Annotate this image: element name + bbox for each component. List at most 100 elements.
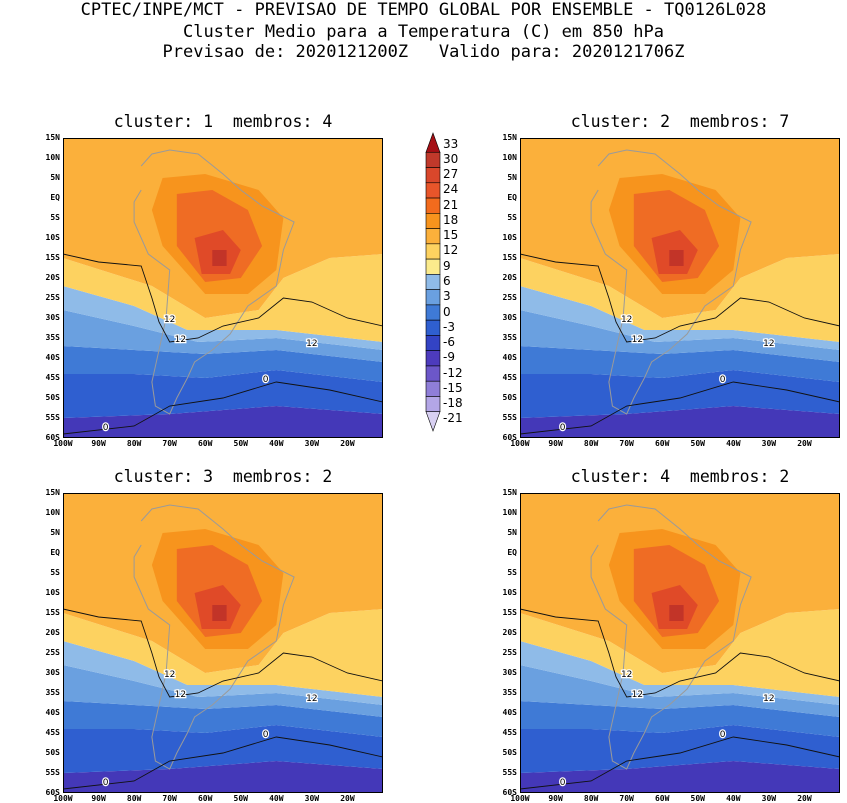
lat-tick: 5S bbox=[50, 213, 60, 222]
lon-tick: 50W bbox=[233, 794, 248, 803]
colorbar-band bbox=[425, 228, 441, 245]
lat-tick: 35S bbox=[502, 688, 517, 697]
contour-label: 12 bbox=[632, 690, 643, 700]
lat-tick: 5N bbox=[507, 528, 517, 537]
map-svg: 1212 1200 bbox=[520, 493, 840, 793]
lat-tick: 10N bbox=[45, 508, 60, 517]
contour-label: 0 bbox=[263, 375, 269, 385]
lat-tick: 15N bbox=[502, 488, 517, 497]
colorbar-label: 24 bbox=[443, 182, 459, 197]
lat-tick: 10N bbox=[45, 153, 60, 162]
temperature-band bbox=[520, 641, 840, 705]
lat-tick: 55S bbox=[502, 413, 517, 422]
lat-tick: 55S bbox=[45, 413, 60, 422]
lon-tick: 30W bbox=[304, 439, 320, 448]
contour-label: 0 bbox=[560, 778, 566, 788]
panel-1-title: cluster: 1 membros: 4 bbox=[113, 112, 333, 131]
temperature-band bbox=[63, 406, 383, 438]
lon-tick: 80W bbox=[126, 439, 142, 448]
lon-tick: 50W bbox=[690, 439, 705, 448]
colorbar-band bbox=[425, 289, 441, 306]
contour-label: 12 bbox=[306, 339, 317, 349]
panel-4-title: cluster: 4 membros: 2 bbox=[570, 467, 790, 486]
colorbar-band bbox=[425, 197, 441, 214]
map-panel-1: 12 12 12 0 0 bbox=[63, 138, 383, 438]
lon-tick: 70W bbox=[619, 794, 634, 803]
header-line3: Previsao de: 2020121200Z Valido para: 20… bbox=[162, 42, 685, 62]
colorbar-label: -12 bbox=[443, 365, 463, 380]
lat-tick: 15S bbox=[45, 253, 60, 262]
lon-tick: 40W bbox=[269, 439, 284, 448]
colorbar-band bbox=[425, 304, 441, 321]
colorbar-band bbox=[425, 274, 441, 290]
colorbar-label: -15 bbox=[443, 380, 463, 395]
lon-tick: 50W bbox=[233, 439, 248, 448]
temperature-band bbox=[63, 701, 383, 737]
lat-tick: 5N bbox=[50, 528, 60, 537]
lat-tick: 20S bbox=[45, 628, 60, 637]
lat-tick: EQ bbox=[50, 193, 60, 202]
colorbar-band bbox=[425, 380, 441, 397]
colorbar-band bbox=[425, 396, 441, 413]
colorbar-band bbox=[425, 167, 441, 184]
lat-tick: 15S bbox=[502, 608, 517, 617]
lat-tick: 35S bbox=[502, 333, 517, 342]
colorbar-label: 15 bbox=[443, 228, 459, 243]
panel-2-title: cluster: 2 membros: 7 bbox=[570, 112, 790, 131]
lat-tick: 5N bbox=[507, 173, 517, 182]
contour-label: 12 bbox=[621, 670, 632, 680]
temperature-band bbox=[63, 346, 383, 382]
temperature-band bbox=[520, 346, 840, 382]
lat-tick: 60S bbox=[502, 788, 517, 797]
lat-tick: EQ bbox=[507, 548, 517, 557]
map-frame bbox=[63, 138, 383, 438]
lat-tick: 30S bbox=[502, 313, 517, 322]
lon-tick: 100W bbox=[53, 794, 73, 803]
lat-tick: 40S bbox=[45, 353, 60, 362]
lat-tick: 30S bbox=[502, 668, 517, 677]
lon-tick: 70W bbox=[162, 439, 177, 448]
lon-tick: 90W bbox=[548, 794, 563, 803]
contour-label: 0 bbox=[720, 375, 726, 385]
colorbar-band bbox=[425, 151, 441, 168]
lat-tick: 45S bbox=[45, 728, 60, 737]
coastline bbox=[133, 504, 295, 770]
lat-tick: 25S bbox=[45, 648, 60, 657]
contour-label: 12 bbox=[621, 315, 632, 325]
temperature-band bbox=[520, 370, 840, 418]
lat-tick: 25S bbox=[502, 293, 517, 302]
temperature-band bbox=[63, 761, 383, 793]
colorbar-svg bbox=[425, 132, 441, 432]
colorbar-label: 18 bbox=[443, 212, 459, 227]
lat-tick: 60S bbox=[45, 788, 60, 797]
lon-tick: 90W bbox=[91, 439, 106, 448]
colorbar-label: 27 bbox=[443, 167, 459, 182]
lon-tick: 60W bbox=[197, 439, 213, 448]
lon-tick: 90W bbox=[91, 794, 106, 803]
contour-label: 12 bbox=[632, 335, 643, 345]
contour-line bbox=[520, 381, 840, 435]
colorbar-band bbox=[425, 213, 441, 229]
colorbar-label: 6 bbox=[443, 274, 451, 288]
lon-tick: 70W bbox=[619, 439, 634, 448]
temperature-band bbox=[669, 250, 684, 266]
lat-tick: 5S bbox=[507, 213, 517, 222]
lon-tick: 90W bbox=[548, 439, 563, 448]
lon-tick: 20W bbox=[340, 794, 355, 803]
lat-tick: 10S bbox=[45, 233, 60, 242]
lon-tick: 80W bbox=[583, 794, 599, 803]
contour-label: 0 bbox=[560, 423, 566, 433]
lat-tick: 50S bbox=[502, 748, 517, 757]
lat-tick: 5N bbox=[50, 173, 60, 182]
temperature-band bbox=[520, 701, 840, 737]
coastline bbox=[133, 149, 295, 415]
lat-tick: 55S bbox=[502, 768, 517, 777]
lat-tick: 30S bbox=[45, 313, 60, 322]
lat-tick: 15S bbox=[45, 608, 60, 617]
colorbar-label: -6 bbox=[443, 335, 455, 350]
temperature-band bbox=[520, 406, 840, 438]
lon-tick: 30W bbox=[761, 439, 777, 448]
contour-line bbox=[520, 736, 840, 790]
contour-label: 0 bbox=[103, 778, 109, 788]
temperature-band bbox=[63, 286, 383, 350]
